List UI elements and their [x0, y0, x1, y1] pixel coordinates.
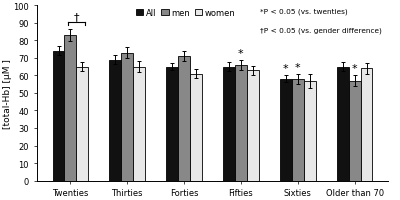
Bar [109, 60, 121, 181]
Bar [52, 52, 64, 181]
Bar [337, 67, 349, 181]
Text: *: * [352, 64, 358, 74]
Text: †P < 0.05 (vs. gender difference): †P < 0.05 (vs. gender difference) [260, 27, 382, 34]
Bar [166, 67, 178, 181]
Bar [64, 36, 76, 181]
Bar [133, 67, 145, 181]
Bar [280, 80, 292, 181]
Bar [76, 67, 88, 181]
Bar [190, 74, 202, 181]
Text: *P < 0.05 (vs. twenties): *P < 0.05 (vs. twenties) [260, 8, 348, 14]
Bar [292, 80, 304, 181]
Bar [235, 66, 247, 181]
Text: †: † [74, 12, 80, 22]
Text: *: * [295, 62, 300, 72]
Bar [223, 67, 235, 181]
Bar [121, 53, 133, 181]
Bar [360, 69, 372, 181]
Y-axis label: [total-Hb] [μM ]: [total-Hb] [μM ] [3, 59, 12, 128]
Bar [304, 81, 316, 181]
Bar [247, 71, 259, 181]
Text: *: * [283, 64, 289, 74]
Legend: All, men, women: All, men, women [136, 9, 236, 18]
Text: *: * [238, 48, 244, 58]
Bar [178, 57, 190, 181]
Bar [349, 81, 360, 181]
